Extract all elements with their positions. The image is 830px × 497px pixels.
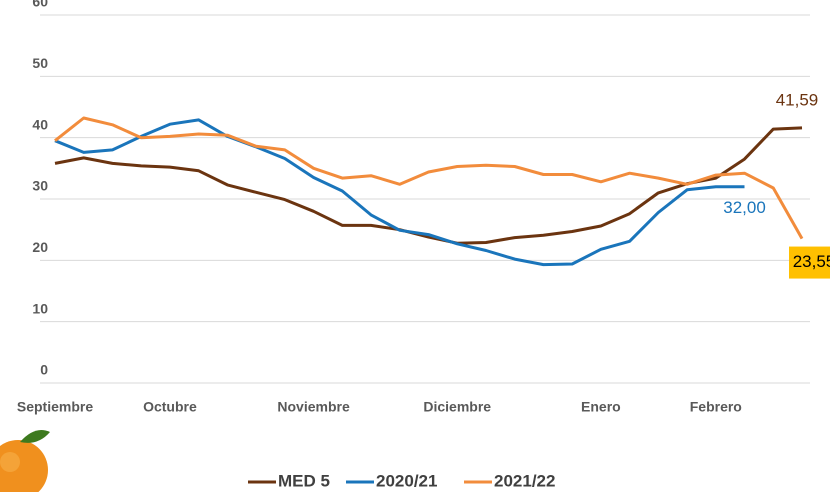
legend-label: 2020/21 — [376, 471, 437, 490]
legend-label: MED 5 — [278, 471, 330, 490]
series-line — [55, 120, 745, 265]
value-label: 41,59 — [776, 90, 819, 109]
y-tick-label: 60 — [32, 0, 48, 10]
legend-label: 2021/22 — [494, 471, 555, 490]
y-tick-label: 0 — [40, 362, 48, 378]
y-tick-label: 50 — [32, 55, 48, 71]
y-tick-label: 20 — [32, 239, 48, 255]
series-line — [55, 118, 802, 239]
y-tick-label: 40 — [32, 116, 48, 132]
x-tick-label: Enero — [581, 399, 621, 415]
value-label: 32,00 — [723, 198, 766, 217]
x-tick-label: Noviembre — [277, 399, 350, 415]
series-line — [55, 128, 802, 243]
value-label: 23,55 — [793, 252, 830, 271]
y-tick-label: 10 — [32, 300, 48, 316]
x-tick-label: Octubre — [143, 399, 197, 415]
chart: 0 10 20 30 40 50 60 Septiembre Octubre Noviembre D… — [0, 0, 830, 492]
orange-decoration — [0, 430, 50, 492]
x-tick-label: Febrero — [690, 399, 742, 415]
x-tick-label: Septiembre — [17, 399, 93, 415]
x-tick-label: Diciembre — [423, 399, 491, 415]
y-tick-label: 30 — [32, 178, 48, 194]
